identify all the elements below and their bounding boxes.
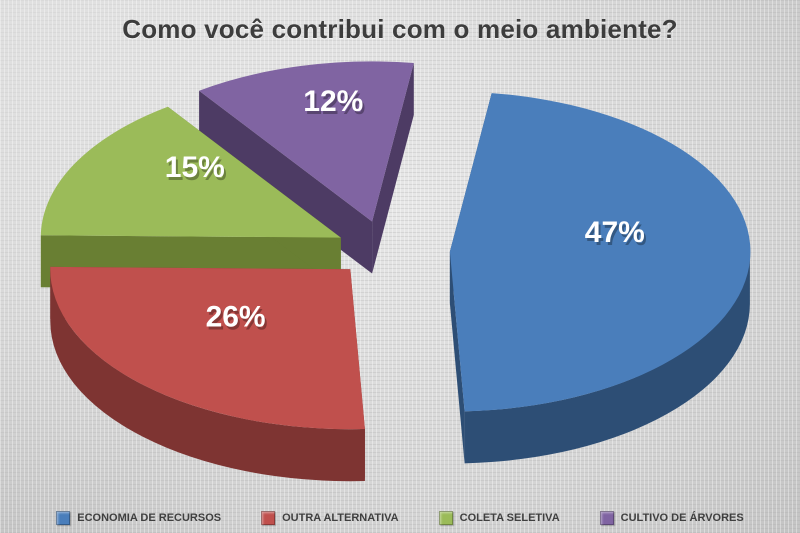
pie-slice-label: 12% — [303, 85, 363, 118]
pie-slice-label-shadow: 15% — [167, 154, 227, 187]
pie-slice-cultivo-de-arvores-cut-face — [199, 90, 373, 274]
chart-title: Como você contribui com o meio ambiente? — [122, 14, 678, 44]
legend-swatch — [56, 511, 71, 525]
pie-slice-label-shadow: 47% — [587, 219, 647, 252]
pie-slice-economia-de-recursos-rim — [464, 251, 750, 464]
legend-label: ECONOMIA DE RECURSOS — [77, 512, 222, 524]
legend-item: COLETA SELETIVA — [438, 511, 560, 525]
pie-slice-cultivo-de-arvores-cut-face — [372, 63, 414, 274]
legend-item: OUTRA ALTERNATIVA — [261, 511, 399, 525]
legend-label: CULTIVO DE ÁRVORES — [620, 512, 744, 524]
pie-slice-label-shadow: 26% — [208, 303, 268, 336]
pie-slice-label-shadow: 12% — [305, 88, 365, 121]
pie-slice-economia-de-recursos — [449, 93, 751, 412]
chart-legend: ECONOMIA DE RECURSOS OUTRA ALTERNATIVA C… — [0, 511, 800, 525]
pie-slice-outra-alternativa-rim — [50, 269, 365, 482]
pie-slice-cultivo-de-arvores — [199, 61, 414, 222]
pie-slice-label: 47% — [585, 216, 645, 249]
legend-swatch — [438, 511, 453, 525]
legend-swatch — [599, 511, 614, 525]
legend-swatch — [261, 511, 276, 525]
pie-slice-label: 15% — [165, 151, 225, 184]
pie-slice-outra-alternativa — [50, 266, 365, 430]
legend-item: ECONOMIA DE RECURSOS — [56, 511, 221, 525]
legend-label: COLETA SELETIVA — [459, 512, 560, 524]
pie-slice-coleta-seletiva — [40, 106, 341, 238]
pie-slice-economia-de-recursos-cut-face — [449, 251, 465, 464]
legend-item: CULTIVO DE ÁRVORES — [599, 511, 744, 525]
legend-label: OUTRA ALTERNATIVA — [282, 512, 399, 524]
pie-slice-label: 26% — [206, 300, 266, 333]
